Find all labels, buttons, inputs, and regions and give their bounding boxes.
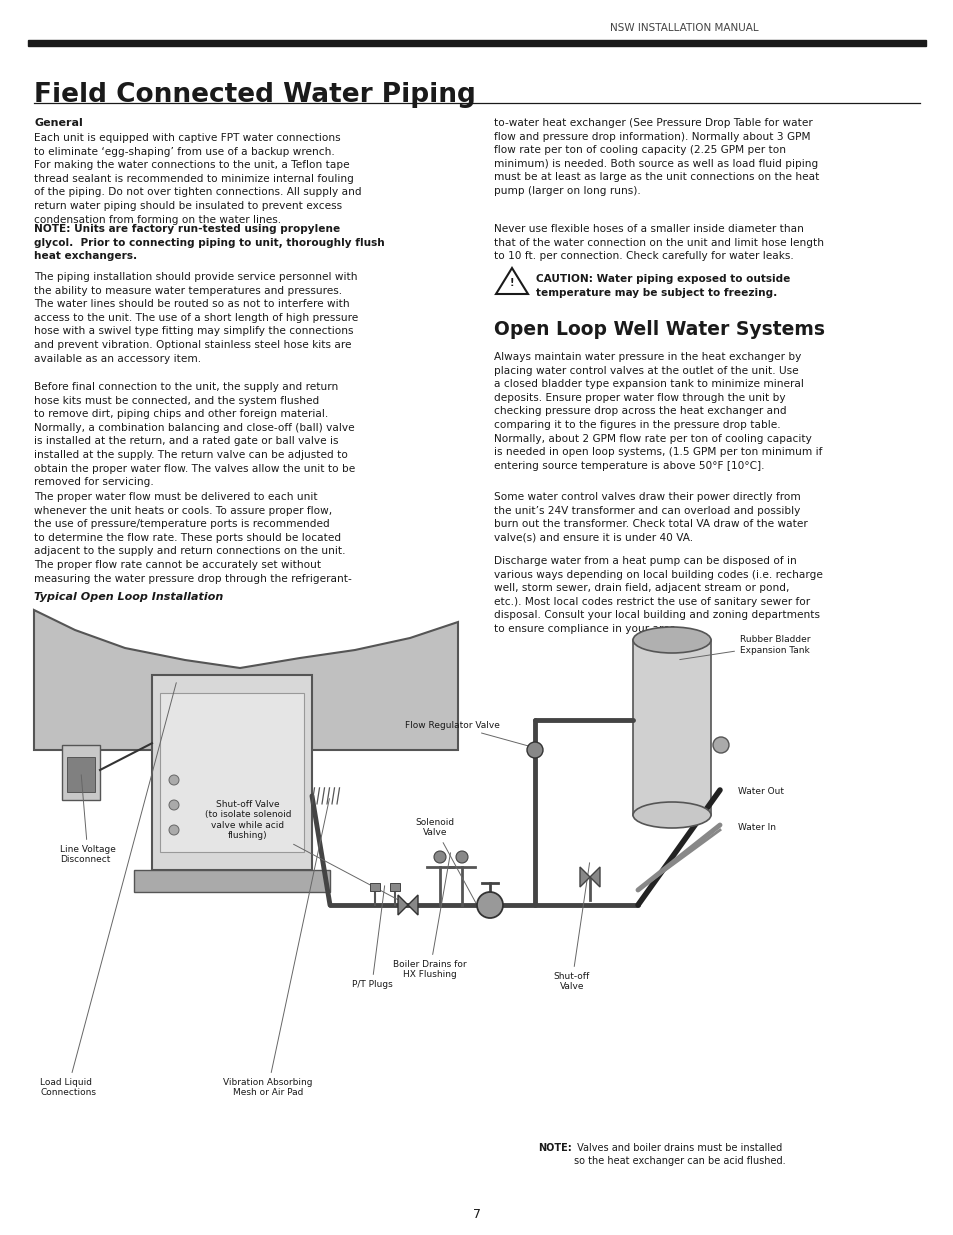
Text: Vibration Absorbing
Mesh or Air Pad: Vibration Absorbing Mesh or Air Pad bbox=[223, 799, 329, 1098]
Bar bbox=[152, 676, 312, 869]
Bar bbox=[133, 869, 330, 892]
Bar bbox=[28, 40, 925, 46]
Bar bbox=[67, 757, 95, 792]
Text: Solenoid
Valve: Solenoid Valve bbox=[415, 818, 476, 903]
Text: Water In: Water In bbox=[738, 824, 775, 832]
Text: Water Out: Water Out bbox=[738, 788, 783, 797]
Text: Rubber Bladder
Expansion Tank: Rubber Bladder Expansion Tank bbox=[679, 635, 810, 659]
Circle shape bbox=[434, 851, 446, 863]
Text: Typical Open Loop Installation: Typical Open Loop Installation bbox=[34, 592, 223, 601]
Text: P/T Plugs: P/T Plugs bbox=[352, 885, 392, 989]
Ellipse shape bbox=[633, 627, 710, 653]
Text: Shut-off Valve
(to isolate solenoid
valve while acid
flushing): Shut-off Valve (to isolate solenoid valv… bbox=[205, 800, 405, 904]
Bar bbox=[160, 693, 304, 852]
Text: to-water heat exchanger (See Pressure Drop Table for water
flow and pressure dro: to-water heat exchanger (See Pressure Dr… bbox=[494, 119, 819, 196]
Circle shape bbox=[169, 776, 179, 785]
Text: General: General bbox=[34, 119, 83, 128]
Circle shape bbox=[712, 737, 728, 753]
Text: Discharge water from a heat pump can be disposed of in
various ways depending on: Discharge water from a heat pump can be … bbox=[494, 556, 822, 634]
Polygon shape bbox=[397, 895, 417, 915]
Text: !: ! bbox=[509, 278, 514, 288]
Text: Boiler Drains for
HX Flushing: Boiler Drains for HX Flushing bbox=[393, 852, 466, 979]
Text: CAUTION: Water piping exposed to outside
temperature may be subject to freezing.: CAUTION: Water piping exposed to outside… bbox=[536, 274, 789, 298]
Text: Valves and boiler drains must be installed
so the heat exchanger can be acid flu: Valves and boiler drains must be install… bbox=[574, 1144, 785, 1166]
Text: Field Connected Water Piping: Field Connected Water Piping bbox=[34, 82, 476, 107]
Text: The proper water flow must be delivered to each unit
whenever the unit heats or : The proper water flow must be delivered … bbox=[34, 492, 352, 584]
Text: The piping installation should provide service personnel with
the ability to mea: The piping installation should provide s… bbox=[34, 272, 358, 363]
Bar bbox=[390, 883, 399, 890]
Circle shape bbox=[476, 892, 502, 918]
Bar bbox=[633, 640, 710, 815]
Text: Each unit is equipped with captive FPT water connections
to eliminate ‘egg-shapi: Each unit is equipped with captive FPT w… bbox=[34, 133, 361, 225]
Text: Always maintain water pressure in the heat exchanger by
placing water control va: Always maintain water pressure in the he… bbox=[494, 352, 821, 471]
Text: Shut-off
Valve: Shut-off Valve bbox=[554, 863, 590, 992]
Text: Open Loop Well Water Systems: Open Loop Well Water Systems bbox=[494, 320, 824, 338]
Text: 7: 7 bbox=[473, 1209, 480, 1221]
Text: NSW INSTALLATION MANUAL: NSW INSTALLATION MANUAL bbox=[609, 23, 758, 33]
Ellipse shape bbox=[633, 802, 710, 827]
Bar bbox=[62, 745, 100, 800]
Text: Before final connection to the unit, the supply and return
hose kits must be con: Before final connection to the unit, the… bbox=[34, 382, 355, 487]
Bar bbox=[370, 883, 379, 890]
Circle shape bbox=[169, 825, 179, 835]
Text: Line Voltage
Disconnect: Line Voltage Disconnect bbox=[60, 774, 115, 864]
Text: NOTE: Units are factory run-tested using propylene
glycol.  Prior to connecting : NOTE: Units are factory run-tested using… bbox=[34, 224, 384, 261]
Text: NOTE:: NOTE: bbox=[537, 1144, 571, 1153]
Text: Some water control valves draw their power directly from
the unit’s 24V transfor: Some water control valves draw their pow… bbox=[494, 492, 807, 543]
Text: Never use flexible hoses of a smaller inside diameter than
that of the water con: Never use flexible hoses of a smaller in… bbox=[494, 224, 823, 261]
Polygon shape bbox=[34, 610, 457, 750]
Text: Flow Regulator Valve: Flow Regulator Valve bbox=[405, 720, 539, 750]
Circle shape bbox=[169, 800, 179, 810]
Circle shape bbox=[526, 742, 542, 758]
Polygon shape bbox=[579, 867, 599, 887]
Circle shape bbox=[456, 851, 468, 863]
Text: Load Liquid
Connections: Load Liquid Connections bbox=[40, 683, 176, 1098]
